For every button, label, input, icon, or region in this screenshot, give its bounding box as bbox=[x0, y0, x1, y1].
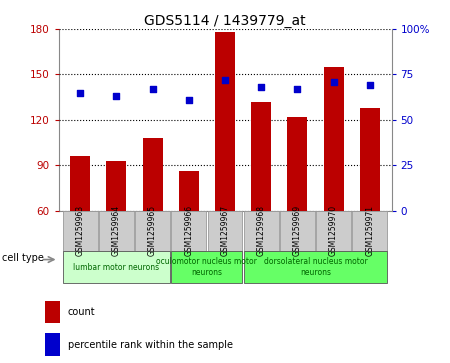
Point bbox=[257, 84, 265, 90]
Text: GSM1259963: GSM1259963 bbox=[76, 205, 85, 256]
Bar bbox=[135, 211, 170, 251]
Bar bbox=[324, 67, 343, 211]
Text: GSM1259965: GSM1259965 bbox=[148, 205, 157, 256]
Bar bbox=[45, 301, 60, 323]
Text: count: count bbox=[68, 307, 95, 317]
Bar bbox=[179, 171, 199, 211]
Point bbox=[76, 90, 84, 95]
Point bbox=[294, 86, 301, 92]
Bar bbox=[171, 251, 243, 283]
Point bbox=[366, 82, 373, 88]
Text: GSM1259967: GSM1259967 bbox=[220, 205, 230, 256]
Point bbox=[149, 86, 156, 92]
Bar bbox=[280, 211, 315, 251]
Point bbox=[221, 77, 229, 83]
Title: GDS5114 / 1439779_at: GDS5114 / 1439779_at bbox=[144, 14, 306, 28]
Bar bbox=[70, 156, 90, 211]
Bar bbox=[107, 160, 126, 211]
Text: dorsolateral nucleus motor
neurons: dorsolateral nucleus motor neurons bbox=[264, 257, 367, 277]
Text: GSM1259968: GSM1259968 bbox=[256, 205, 266, 256]
Bar bbox=[63, 211, 98, 251]
Point bbox=[330, 79, 337, 85]
Bar bbox=[171, 211, 206, 251]
Bar bbox=[99, 211, 134, 251]
Text: GSM1259970: GSM1259970 bbox=[329, 205, 338, 256]
Text: lumbar motor neurons: lumbar motor neurons bbox=[73, 263, 159, 272]
Bar bbox=[288, 117, 307, 211]
Bar bbox=[244, 211, 279, 251]
Text: GSM1259966: GSM1259966 bbox=[184, 205, 194, 256]
Text: GSM1259964: GSM1259964 bbox=[112, 205, 121, 256]
Bar bbox=[251, 102, 271, 211]
Bar bbox=[215, 32, 235, 211]
Point bbox=[185, 97, 193, 103]
Bar bbox=[352, 211, 387, 251]
Bar bbox=[316, 211, 351, 251]
Text: cell type: cell type bbox=[2, 253, 44, 263]
Bar bbox=[45, 333, 60, 356]
Bar bbox=[360, 108, 380, 211]
Text: GSM1259971: GSM1259971 bbox=[365, 205, 374, 256]
Text: percentile rank within the sample: percentile rank within the sample bbox=[68, 340, 233, 350]
Bar bbox=[63, 251, 170, 283]
Text: oculomotor nucleus motor
neurons: oculomotor nucleus motor neurons bbox=[157, 257, 257, 277]
Bar bbox=[143, 138, 162, 211]
Bar bbox=[244, 251, 387, 283]
Point bbox=[113, 93, 120, 99]
Text: GSM1259969: GSM1259969 bbox=[293, 205, 302, 256]
Bar bbox=[207, 211, 243, 251]
